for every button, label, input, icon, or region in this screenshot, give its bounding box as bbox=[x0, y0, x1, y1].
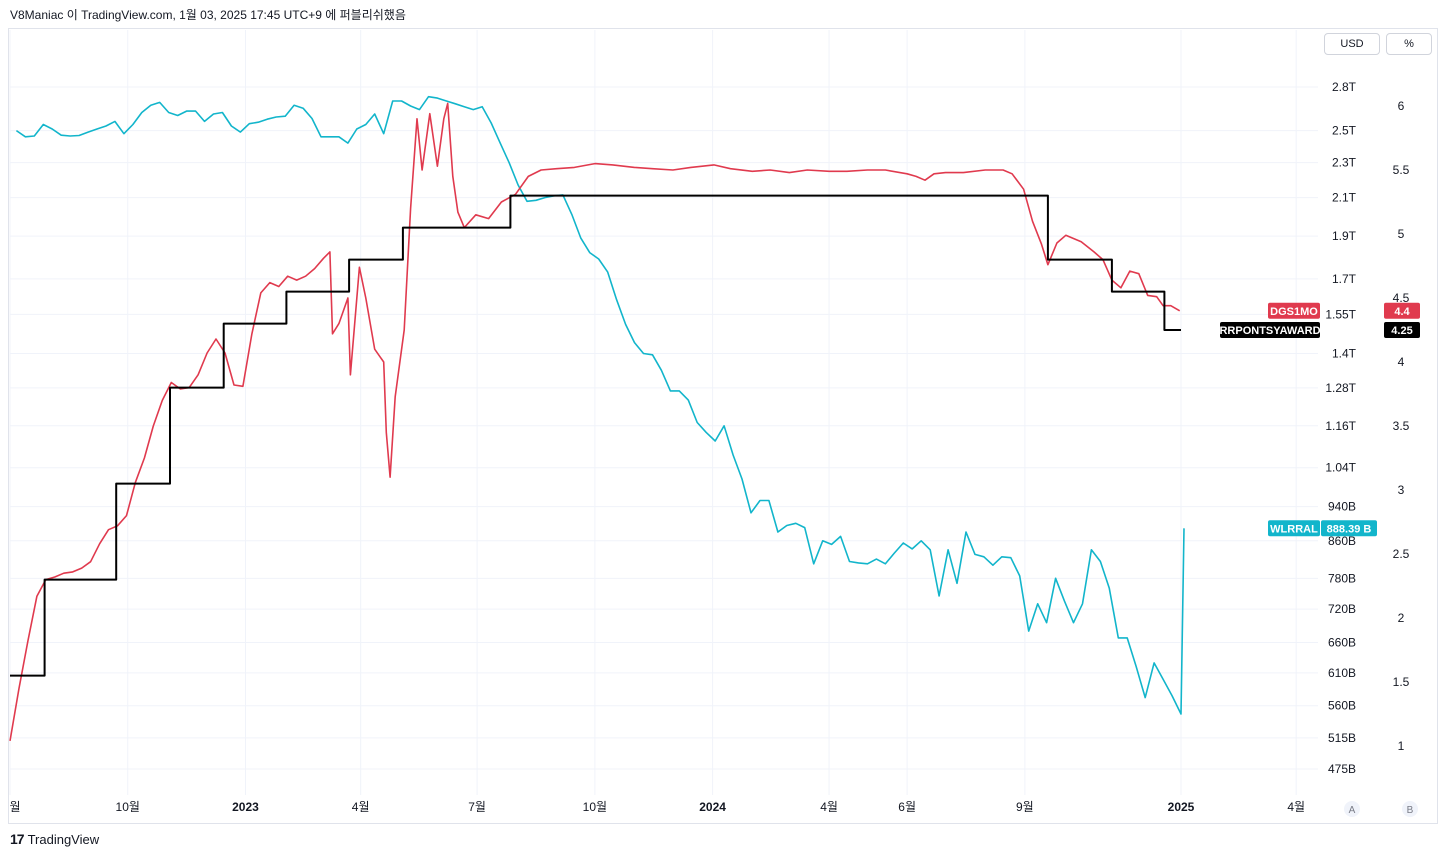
left-tick-label: 720B bbox=[1328, 602, 1356, 616]
left-tick-label: 1.04T bbox=[1325, 461, 1356, 475]
footer: 17 TradingView bbox=[10, 831, 99, 847]
dgs1mo-value-tag-bg bbox=[1384, 302, 1420, 319]
axis-a-button-label: A bbox=[1349, 805, 1356, 816]
left-tick-label: 1.7T bbox=[1332, 272, 1357, 286]
left-tick-label: 2.5T bbox=[1332, 124, 1357, 138]
wlrral-value-tag: 888.39 B bbox=[1327, 523, 1372, 535]
currency-button[interactable]: USD bbox=[1324, 33, 1380, 55]
left-tick-label: 2.1T bbox=[1332, 191, 1357, 205]
right-tick-label: 1 bbox=[1398, 739, 1405, 753]
left-tick-label: 475B bbox=[1328, 762, 1356, 776]
right-axis: 6 5.5 5 4.5 4 3.5 3 2.5 2 1.5 1 bbox=[1393, 99, 1410, 753]
grid bbox=[9, 30, 1318, 795]
left-tick-label: 1.28T bbox=[1325, 381, 1356, 395]
x-tick-label: 4월 bbox=[1287, 800, 1305, 814]
left-tick-label: 860B bbox=[1328, 534, 1356, 548]
x-tick-label: 2023 bbox=[232, 800, 259, 814]
rrpon-name-tag-bg bbox=[1220, 322, 1320, 338]
right-tick-label: 2.5 bbox=[1393, 547, 1410, 561]
left-tick-label: 1.16T bbox=[1325, 419, 1356, 433]
dgs1mo-name-tag-bg bbox=[1268, 302, 1320, 319]
wlrral-name-tag-bg bbox=[1268, 520, 1320, 537]
left-axis: 2.8T 2.5T 2.3T 2.1T 1.9T 1.7T 1.55T 1.4T 1.28T 1.… bbox=[1325, 80, 1356, 776]
x-tick-label: 6월 bbox=[898, 800, 916, 814]
wlrral-value-tag-bg bbox=[1321, 520, 1377, 537]
right-tick-label: 1.5 bbox=[1393, 675, 1410, 689]
percent-scale-button[interactable]: % bbox=[1386, 33, 1432, 55]
right-tick-label: 6 bbox=[1398, 99, 1405, 113]
right-tick-label: 4 bbox=[1398, 355, 1405, 369]
x-tick-label: 7월 bbox=[468, 800, 486, 814]
left-tick-label: 940B bbox=[1328, 500, 1356, 514]
chart-frame bbox=[8, 28, 1438, 824]
rrpon-name-tag: RRPONTSYAWARD bbox=[1219, 325, 1320, 337]
left-tick-label: 1.55T bbox=[1325, 307, 1356, 321]
left-tick-label: 1.9T bbox=[1332, 229, 1357, 243]
series-line-dgs1mo bbox=[9, 102, 1181, 742]
dgs1mo-value-tag: 4.4 bbox=[1394, 306, 1410, 318]
x-tick-label: 10월 bbox=[116, 800, 140, 814]
left-tick-label: 2.8T bbox=[1332, 80, 1357, 94]
left-tick-label: 560B bbox=[1328, 699, 1356, 713]
axis-b-button[interactable] bbox=[1402, 801, 1418, 817]
publish-header: V8Maniac 이 TradingView.com, 1월 03, 2025 … bbox=[10, 8, 406, 22]
x-tick-label: 9월 bbox=[1016, 800, 1034, 814]
right-tick-label: 3.5 bbox=[1393, 419, 1410, 433]
right-tick-label: 5.5 bbox=[1393, 163, 1410, 177]
axis-a-button[interactable] bbox=[1344, 801, 1360, 817]
axis-b-button-label: B bbox=[1407, 805, 1414, 816]
right-tick-label: 2 bbox=[1398, 611, 1405, 625]
dgs1mo-name-tag: DGS1MO bbox=[1270, 306, 1318, 318]
left-tick-label: 780B bbox=[1328, 571, 1356, 585]
x-tick-label: 4월 bbox=[820, 800, 838, 814]
left-tick-label: 515B bbox=[1328, 731, 1356, 745]
x-tick-label: 4월 bbox=[352, 800, 370, 814]
series-layer bbox=[9, 95, 1185, 742]
right-tick-label: 3 bbox=[1398, 483, 1405, 497]
wlrral-name-tag: WLRRAL bbox=[1270, 523, 1318, 535]
right-tick-label: 5 bbox=[1398, 227, 1405, 241]
rrpon-value-tag-bg bbox=[1384, 322, 1420, 338]
left-tick-label: 660B bbox=[1328, 636, 1356, 650]
brand-label: TradingView bbox=[27, 831, 100, 847]
x-tick-label: 월 bbox=[9, 800, 20, 814]
x-tick-label: 2025 bbox=[1168, 800, 1195, 814]
x-axis: 월 10월 2023 4월 7월 10월 2024 4월 6월 9월 2025 4월 bbox=[9, 800, 1305, 814]
x-tick-label: 2024 bbox=[699, 800, 726, 814]
rrpon-value-tag: 4.25 bbox=[1391, 325, 1412, 337]
left-tick-label: 1.4T bbox=[1332, 346, 1357, 360]
right-tick-label: 4.5 bbox=[1393, 291, 1410, 305]
left-tick-label: 2.3T bbox=[1332, 156, 1357, 170]
series-line-wlrral bbox=[15, 95, 1185, 715]
x-tick-label: 10월 bbox=[583, 800, 607, 814]
series-line-rrpontsyaward bbox=[10, 194, 1181, 677]
tradingview-logo-icon: 17 bbox=[10, 831, 25, 847]
price-labels: DGS1MO 4.4 RRPONTSYAWARD 4.25 WLRRAL 888.39 B bbox=[1219, 302, 1420, 537]
left-tick-label: 610B bbox=[1328, 666, 1356, 680]
